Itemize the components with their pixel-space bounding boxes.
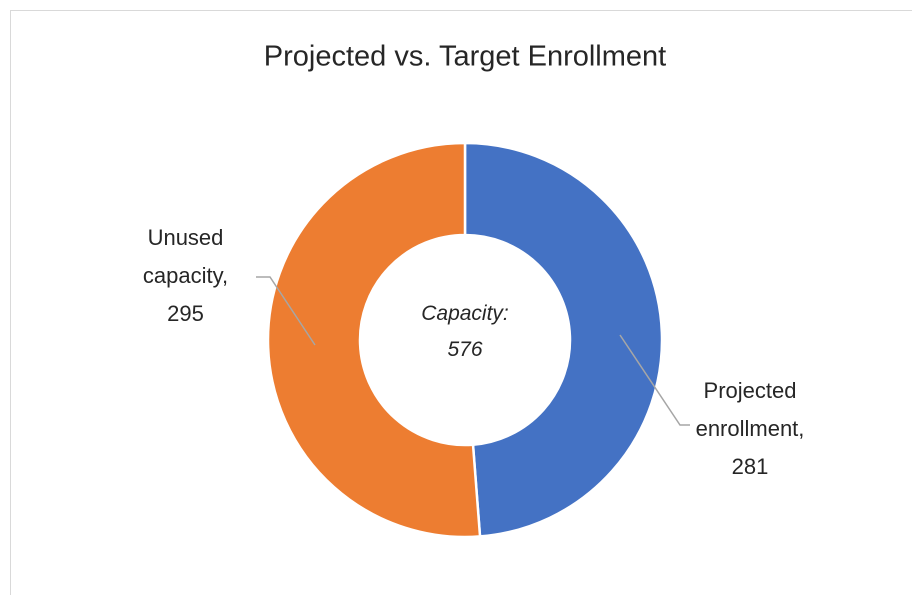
doughnut-slice — [266, 141, 482, 539]
center-label: Capacity: 576 — [421, 302, 509, 361]
leader-line — [619, 334, 690, 426]
doughnut-slice — [463, 141, 664, 538]
data-label: Unused capacity, 295 — [142, 225, 229, 326]
leader-line — [256, 276, 316, 346]
chart-title: Projected vs. Target Enrollment — [264, 41, 666, 73]
data-label: Projected enrollment, 281 — [695, 378, 805, 479]
